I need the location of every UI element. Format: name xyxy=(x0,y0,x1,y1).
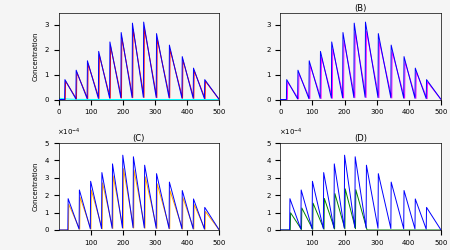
Text: $\times 10^{-4}$: $\times 10^{-4}$ xyxy=(279,126,302,138)
Title: (C): (C) xyxy=(133,134,145,143)
Title: (B): (B) xyxy=(355,4,367,13)
Title: (D): (D) xyxy=(354,134,367,143)
Y-axis label: Concentration: Concentration xyxy=(33,31,39,81)
Y-axis label: Concentration: Concentration xyxy=(33,162,39,211)
Text: $\times 10^{-4}$: $\times 10^{-4}$ xyxy=(57,126,81,138)
